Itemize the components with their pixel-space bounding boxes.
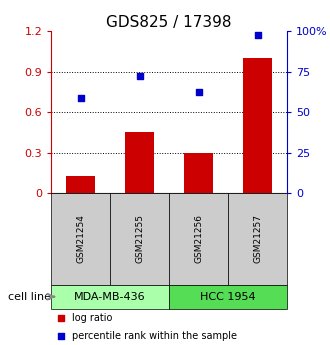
- Point: [58, 315, 63, 321]
- Bar: [243, 58, 272, 193]
- Text: HCC 1954: HCC 1954: [200, 292, 256, 302]
- Bar: [51, 193, 110, 285]
- Point: [78, 96, 83, 101]
- Text: GSM21257: GSM21257: [253, 214, 262, 264]
- Text: GSM21254: GSM21254: [76, 215, 85, 263]
- Bar: [228, 193, 287, 285]
- Title: GDS825 / 17398: GDS825 / 17398: [106, 15, 232, 30]
- Bar: [125, 132, 154, 193]
- Point: [58, 333, 63, 339]
- Bar: [184, 152, 214, 193]
- Text: cell line: cell line: [8, 292, 51, 302]
- Point: [196, 89, 201, 95]
- Text: percentile rank within the sample: percentile rank within the sample: [72, 331, 237, 341]
- Text: log ratio: log ratio: [72, 313, 113, 323]
- Text: GSM21256: GSM21256: [194, 214, 203, 264]
- Bar: [51, 285, 169, 309]
- Bar: [169, 193, 228, 285]
- Bar: [66, 176, 95, 193]
- Point: [137, 73, 142, 78]
- Bar: [110, 193, 169, 285]
- Text: GSM21255: GSM21255: [135, 214, 144, 264]
- Text: MDA-MB-436: MDA-MB-436: [74, 292, 146, 302]
- Bar: [169, 285, 287, 309]
- Point: [255, 32, 260, 38]
